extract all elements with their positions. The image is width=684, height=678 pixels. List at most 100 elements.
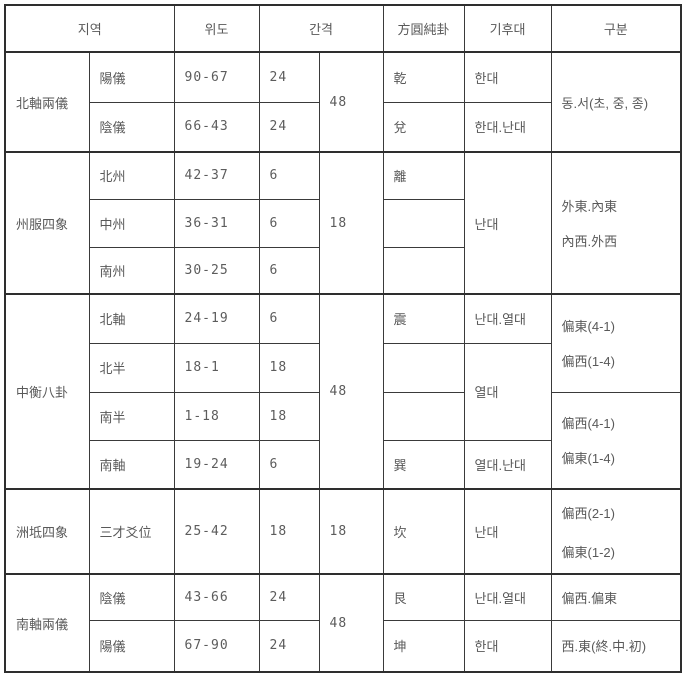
table-row: 南軸 19-24 6 巽 열대.난대 — [5, 439, 681, 490]
division-line: 外東.內東 — [561, 199, 618, 214]
latitude-cell: 43-66 — [173, 573, 260, 621]
division-line: 偏東(1-2) — [561, 544, 615, 560]
region-sub-cell: 陰儀 — [88, 101, 175, 153]
table-row: 南半 1-18 18 偏西(4-1) 偏東(1-4) — [5, 391, 682, 490]
division-line: 內西.外西 — [561, 234, 618, 249]
climate-cell: 한대.난대 — [463, 101, 552, 153]
division-cell: 동.서(초, 중, 종) — [550, 51, 682, 153]
trigram-cell: 坤 — [382, 619, 465, 673]
table-row: 北半 18-1 18 열대 — [5, 342, 681, 441]
interval-cell: 18 — [258, 488, 320, 575]
region-group-cell: 中衡八卦 — [4, 293, 90, 490]
header-trigram: 方圓純卦 — [382, 4, 465, 53]
region-group-cell: 州服四象 — [4, 151, 90, 295]
latitude-cell: 24-19 — [173, 293, 260, 344]
interval-cell: 6 — [258, 439, 320, 490]
table-row: 洲坻四象 三才爻位 25-42 18 18 坎 난대 偏西(2-1) 偏東(1-… — [4, 488, 682, 575]
climate-cell: 열대 — [463, 342, 552, 441]
table-row: 南州 30-25 6 — [5, 246, 681, 295]
division-cell: 西.東(終.中.初) — [550, 619, 682, 673]
interval-total-cell: 48 — [318, 573, 384, 673]
trigram-cell-empty — [382, 246, 465, 295]
climate-cell: 한대 — [463, 619, 552, 673]
interval-cell: 6 — [258, 246, 320, 295]
division-cell: 偏東(4-1) 偏西(1-4) — [550, 293, 682, 393]
climate-cell: 한대 — [463, 51, 552, 103]
table-row: 中衡八卦 北軸 24-19 6 48 震 난대.열대 偏東(4-1) 偏西(1-… — [4, 293, 682, 490]
trigram-cell: 離 — [382, 151, 465, 200]
climate-trigram-table: 지역 위도 간격 方圓純卦 기후대 구분 北軸兩儀 陽儀 90-67 24 48… — [4, 4, 683, 673]
region-sub-cell: 北軸 — [88, 293, 175, 344]
latitude-cell: 66-43 — [173, 101, 260, 153]
latitude-cell: 36-31 — [173, 198, 260, 248]
region-sub-cell: 三才爻位 — [88, 488, 175, 575]
interval-total-cell: 48 — [318, 51, 384, 153]
region-sub-cell: 中州 — [88, 198, 175, 248]
table-row: 州服四象 北州 42-37 6 18 離 난대 外東.內東 內西.外西 — [4, 151, 682, 295]
trigram-cell: 震 — [382, 293, 465, 344]
division-line: 偏東(4-1) — [561, 319, 615, 335]
latitude-cell: 19-24 — [173, 439, 260, 490]
table-row: 南軸兩儀 陰儀 43-66 24 48 艮 난대.열대 偏西.偏東 — [4, 573, 682, 673]
division-cell: 偏西(4-1) 偏東(1-4) — [550, 391, 682, 490]
trigram-cell: 艮 — [382, 573, 465, 621]
trigram-cell: 兌 — [382, 101, 465, 153]
division-line: 偏東(1-4) — [561, 451, 615, 467]
climate-cell: 열대.난대 — [463, 439, 552, 490]
interval-total-cell: 18 — [318, 488, 384, 575]
interval-total-cell: 18 — [318, 151, 384, 295]
latitude-cell: 30-25 — [173, 246, 260, 295]
header-row: 지역 위도 간격 方圓純卦 기후대 구분 — [4, 4, 682, 53]
region-sub-cell: 北州 — [88, 151, 175, 200]
latitude-cell: 25-42 — [173, 488, 260, 575]
region-sub-cell: 陽儀 — [88, 51, 175, 103]
interval-cell: 6 — [258, 293, 320, 344]
trigram-cell: 坎 — [382, 488, 465, 575]
interval-cell: 6 — [258, 151, 320, 200]
header-latitude: 위도 — [173, 4, 260, 53]
region-sub-cell: 陽儀 — [88, 619, 175, 673]
interval-cell: 24 — [258, 619, 320, 673]
table-row: 北軸兩儀 陽儀 90-67 24 48 乾 한대 동.서(초, 중, 종) — [4, 51, 682, 153]
interval-cell: 6 — [258, 198, 320, 248]
table-row: 陰儀 66-43 24 兌 한대.난대 — [5, 101, 681, 153]
climate-cell: 난대 — [463, 488, 552, 575]
interval-cell: 18 — [258, 342, 320, 393]
climate-cell: 난대.열대 — [463, 293, 552, 344]
trigram-cell: 巽 — [382, 439, 465, 490]
interval-cell: 18 — [258, 391, 320, 441]
trigram-cell-empty — [382, 391, 465, 441]
header-climate: 기후대 — [463, 4, 552, 53]
latitude-cell: 42-37 — [173, 151, 260, 200]
interval-cell: 24 — [258, 101, 320, 153]
region-sub-cell: 南州 — [88, 246, 175, 295]
interval-cell: 24 — [258, 573, 320, 621]
division-line: 偏西(1-4) — [561, 354, 615, 370]
region-group-cell: 北軸兩儀 — [4, 51, 90, 153]
division-line: 偏西(2-1) — [561, 505, 615, 521]
division-cell: 外東.內東 內西.外西 — [550, 151, 682, 295]
climate-cell: 난대.열대 — [463, 573, 552, 621]
latitude-cell: 67-90 — [173, 619, 260, 673]
latitude-cell: 18-1 — [173, 342, 260, 393]
trigram-cell-empty — [382, 342, 465, 393]
latitude-cell: 1-18 — [173, 391, 260, 441]
division-cell: 偏西(2-1) 偏東(1-2) — [550, 488, 682, 575]
latitude-cell: 90-67 — [173, 51, 260, 103]
trigram-cell: 乾 — [382, 51, 465, 103]
interval-cell: 24 — [258, 51, 320, 103]
region-sub-cell: 北半 — [88, 342, 175, 393]
region-sub-cell: 南半 — [88, 391, 175, 441]
header-division: 구분 — [550, 4, 682, 53]
region-group-cell: 南軸兩儀 — [4, 573, 90, 673]
interval-total-cell: 48 — [318, 293, 384, 490]
region-sub-cell: 南軸 — [88, 439, 175, 490]
header-region: 지역 — [4, 4, 175, 53]
division-line: 偏西(4-1) — [561, 416, 615, 432]
table-row: 陽儀 67-90 24 坤 한대 西.東(終.中.初) — [5, 619, 682, 673]
climate-cell: 난대 — [463, 151, 552, 295]
header-interval: 간격 — [258, 4, 384, 53]
trigram-cell-empty — [382, 198, 465, 248]
division-cell: 偏西.偏東 — [550, 573, 682, 621]
region-sub-cell: 陰儀 — [88, 573, 175, 621]
